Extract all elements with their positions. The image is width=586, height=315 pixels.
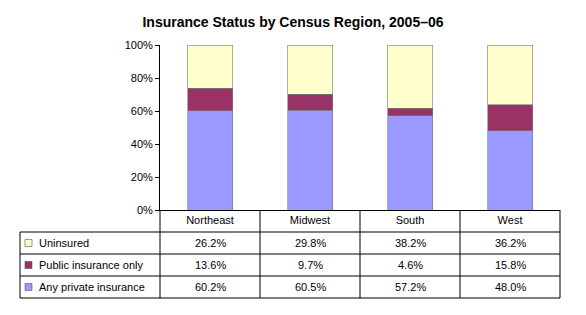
svg-text:20%: 20%	[131, 171, 153, 183]
svg-text:29.8%: 29.8%	[295, 237, 326, 249]
svg-text:26.2%: 26.2%	[195, 237, 226, 249]
svg-text:100%: 100%	[125, 39, 153, 51]
svg-text:38.2%: 38.2%	[395, 237, 426, 249]
svg-text:60%: 60%	[131, 105, 153, 117]
svg-text:9.7%: 9.7%	[298, 259, 323, 271]
svg-text:57.2%: 57.2%	[395, 281, 426, 293]
svg-text:13.6%: 13.6%	[195, 259, 226, 271]
svg-text:West: West	[498, 214, 523, 226]
svg-text:80%: 80%	[131, 72, 153, 84]
svg-text:48.0%: 48.0%	[495, 281, 526, 293]
svg-text:Public insurance only: Public insurance only	[39, 259, 143, 271]
svg-text:4.6%: 4.6%	[398, 259, 423, 271]
svg-text:Any private insurance: Any private insurance	[39, 281, 145, 293]
svg-text:Insurance Status by Census Reg: Insurance Status by Census Region, 2005–…	[142, 14, 443, 30]
svg-text:15.8%: 15.8%	[495, 259, 526, 271]
svg-text:0%: 0%	[137, 204, 153, 216]
svg-text:60.5%: 60.5%	[295, 281, 326, 293]
svg-text:Uninsured: Uninsured	[39, 237, 89, 249]
svg-text:Northeast: Northeast	[186, 214, 234, 226]
svg-text:40%: 40%	[131, 138, 153, 150]
svg-text:South: South	[396, 214, 425, 226]
svg-text:60.2%: 60.2%	[195, 281, 226, 293]
svg-text:Midwest: Midwest	[290, 214, 330, 226]
svg-text:36.2%: 36.2%	[495, 237, 526, 249]
